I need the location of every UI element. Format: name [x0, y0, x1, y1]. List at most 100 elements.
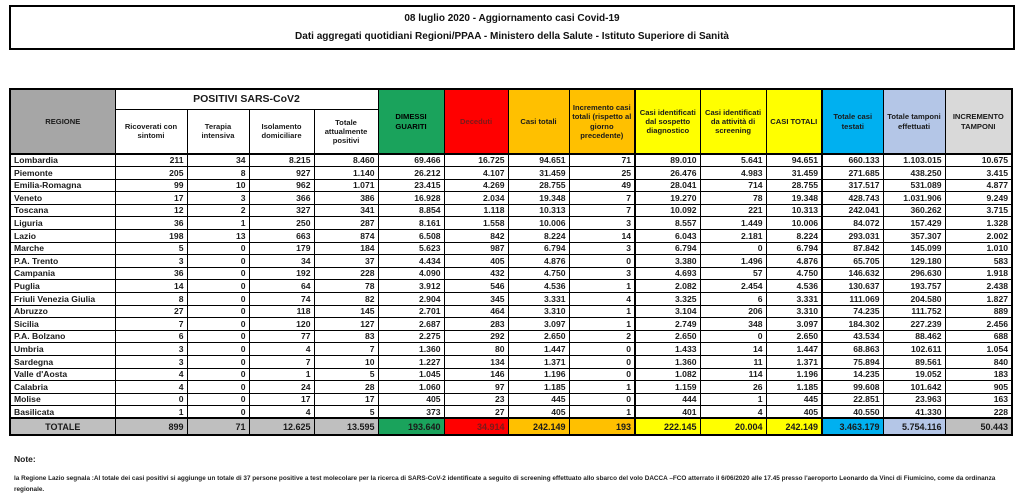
value-cell: 373	[377, 405, 445, 419]
value-cell: 101.642	[882, 380, 946, 394]
value-cell: 366	[248, 191, 315, 205]
column-header-tamponi-effettuati: Totale tamponi effettuati	[882, 88, 946, 155]
value-cell: 8.854	[377, 203, 445, 218]
value-cell: 37	[313, 254, 379, 268]
value-cell: 111.069	[821, 292, 884, 306]
value-cell: 583	[944, 254, 1013, 268]
value-cell: 0	[186, 380, 250, 394]
value-cell: 65.705	[821, 254, 884, 268]
value-cell: 2.082	[634, 279, 701, 294]
value-cell: 1.447	[507, 342, 570, 356]
value-cell: 438.250	[882, 166, 946, 180]
value-cell: 26.212	[377, 166, 445, 180]
value-cell: 5	[313, 405, 379, 419]
value-cell: 1.060	[377, 380, 445, 394]
value-cell: 0	[186, 292, 250, 306]
value-cell: 69.466	[377, 153, 445, 168]
region-name-cell: Liguria	[9, 216, 116, 231]
value-cell: 0	[186, 304, 250, 319]
region-name-cell: Valle d'Aosta	[9, 367, 116, 382]
value-cell: 2.438	[944, 279, 1013, 294]
region-name-cell: Lombardia	[9, 153, 116, 168]
value-cell: 1.196	[765, 367, 823, 382]
value-cell: 26	[699, 380, 767, 394]
value-cell: 405	[377, 392, 445, 407]
value-cell: 118	[248, 304, 315, 319]
region-name-cell: Calabria	[9, 380, 116, 394]
value-cell: 28.755	[507, 178, 570, 193]
value-cell: 28.755	[765, 178, 823, 193]
value-cell: 1	[114, 405, 188, 419]
value-cell: 10.006	[507, 216, 570, 231]
value-cell: 10.006	[765, 216, 823, 231]
region-name-cell: Molise	[9, 392, 116, 407]
table-row: Valle d'Aosta 4 0 1 5 1.045 146 1.196 0 …	[9, 367, 1013, 382]
value-cell: 206	[699, 304, 767, 319]
column-header-totale-positivi: Totale attualmente positivi	[313, 108, 379, 155]
value-cell: 3.104	[634, 304, 701, 319]
value-cell: 1	[248, 367, 315, 382]
value-cell: 1.196	[507, 367, 570, 382]
value-cell: 71	[568, 153, 636, 168]
region-name-cell: Friuli Venezia Giulia	[9, 292, 116, 306]
value-cell: 12	[114, 203, 188, 218]
value-cell: 127	[313, 317, 379, 331]
value-cell: 179	[248, 241, 315, 256]
value-cell: 3.912	[377, 279, 445, 294]
value-cell: 24	[248, 380, 315, 394]
value-cell: 0	[568, 355, 636, 369]
value-cell: 7	[568, 191, 636, 205]
region-name-cell: Emilia-Romagna	[9, 178, 116, 193]
value-cell: 146.632	[821, 266, 884, 281]
value-cell: 444	[634, 392, 701, 407]
value-cell: 146	[443, 367, 509, 382]
value-cell: 1	[568, 405, 636, 419]
value-cell: 0	[114, 392, 188, 407]
value-cell: 688	[944, 329, 1013, 344]
value-cell: 31.459	[507, 166, 570, 180]
value-cell: 4.750	[765, 266, 823, 281]
value-cell: 192	[248, 266, 315, 281]
value-cell: 405	[765, 405, 823, 419]
value-cell: 36	[114, 266, 188, 281]
totale-value-cell: 193	[568, 417, 636, 436]
value-cell: 89.561	[882, 355, 946, 369]
table-body: Lombardia 211 34 8.215 8.460 69.466 16.7…	[9, 153, 1013, 419]
value-cell: 1.360	[377, 342, 445, 356]
value-cell: 3	[114, 355, 188, 369]
value-cell: 292	[443, 329, 509, 344]
value-cell: 145.099	[882, 241, 946, 256]
totale-value-cell: 13.595	[313, 417, 379, 436]
table-row: Lombardia 211 34 8.215 8.460 69.466 16.7…	[9, 153, 1013, 168]
value-cell: 3.380	[634, 254, 701, 268]
table-row: Lazio 198 13 663 874 6.508 842 8.224 14 …	[9, 229, 1013, 243]
value-cell: 1.103.015	[882, 153, 946, 168]
value-cell: 2.650	[507, 329, 570, 344]
value-cell: 3.715	[944, 203, 1013, 218]
value-cell: 2.456	[944, 317, 1013, 331]
table-row: P.A. Trento 3 0 34 37 4.434 405 4.876 0 …	[9, 254, 1013, 268]
value-cell: 1.449	[699, 216, 767, 231]
value-cell: 531.089	[882, 178, 946, 193]
value-cell: 962	[248, 178, 315, 193]
value-cell: 1.045	[377, 367, 445, 382]
value-cell: 17	[313, 392, 379, 407]
value-cell: 3	[568, 266, 636, 281]
value-cell: 6.508	[377, 229, 445, 243]
value-cell: 357.307	[882, 229, 946, 243]
table-row: Liguria 36 1 250 287 8.161 1.558 10.006 …	[9, 216, 1013, 231]
value-cell: 905	[944, 380, 1013, 394]
value-cell: 296.630	[882, 266, 946, 281]
table-row: Piemonte 205 8 927 1.140 26.212 4.107 31…	[9, 166, 1013, 180]
value-cell: 4.877	[944, 178, 1013, 193]
value-cell: 0	[699, 329, 767, 344]
totale-value-cell: 899	[114, 417, 188, 436]
totale-value-cell: 12.625	[248, 417, 315, 436]
value-cell: 228	[944, 405, 1013, 419]
value-cell: 10.675	[944, 153, 1013, 168]
table-row: Campania 36 0 192 228 4.090 432 4.750 3 …	[9, 266, 1013, 281]
value-cell: 8	[186, 166, 250, 180]
value-cell: 242.041	[821, 203, 884, 218]
column-header-casi-testati: Totale casi testati	[821, 88, 884, 155]
